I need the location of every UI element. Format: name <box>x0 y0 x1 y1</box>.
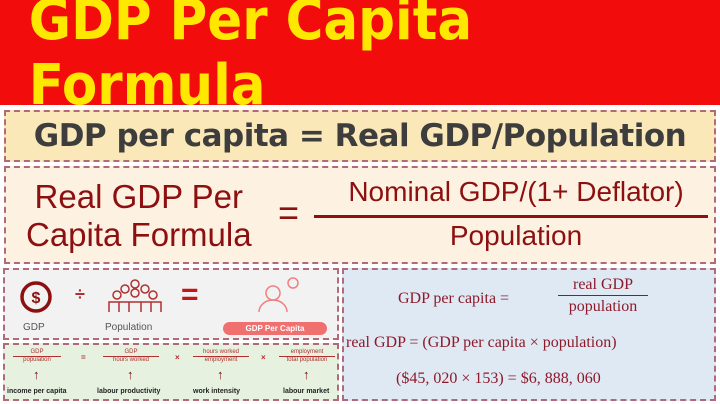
fraction-labour-market: employment total population <box>279 349 335 363</box>
gdp-label: GDP <box>23 322 45 333</box>
fraction-income: GDP population <box>13 349 61 363</box>
arrow-up-icon: ↑ <box>303 367 310 382</box>
op-equals: = <box>81 353 86 362</box>
op-times: × <box>261 353 266 362</box>
basic-formula-box: GDP per capita = Real GDP/Population <box>4 110 716 162</box>
real-formula-box: Real GDP Per Capita Formula = Nominal GDP… <box>4 166 716 264</box>
numerator: Nominal GDP/(1+ Deflator) <box>348 176 684 207</box>
divide-sign: ÷ <box>75 284 85 304</box>
gdp-per-capita-pill: GDP Per Capita <box>223 322 327 335</box>
example-calculation: ($45, 020 × 153) = $6, 888, 060 <box>396 370 601 387</box>
title-banner: GDP Per Capita Formula <box>0 0 720 118</box>
label-work-intensity: work intensity <box>193 388 241 395</box>
example-box: GDP per capita = real GDP population rea… <box>342 268 716 401</box>
example-real-gdp: real GDP = (GDP per capita × population) <box>346 334 617 351</box>
equals-sign: = <box>181 278 199 311</box>
denominator: Population <box>449 220 583 251</box>
person-coin-icon <box>258 277 299 313</box>
population-label: Population <box>105 322 153 333</box>
dollar-coin-icon: $ <box>20 281 52 313</box>
fraction-productivity: GDP hours worked <box>103 349 159 363</box>
arrow-up-icon: ↑ <box>33 367 40 382</box>
fraction-intensity: hours worked employment <box>193 349 249 363</box>
icon-formula-box: $ GDP ÷ Population = GDP Per Capita <box>3 268 339 340</box>
example-lhs: GDP per capita = <box>398 290 510 307</box>
arrow-up-icon: ↑ <box>127 367 134 382</box>
population-crowd-icon <box>108 279 162 312</box>
label-income-per-capita: income per capita <box>7 388 67 395</box>
fraction-bar <box>314 215 708 218</box>
lhs-line2: Capita Formula <box>26 216 252 253</box>
decomposition-box: GDP population = GDP hours worked × hours … <box>3 343 339 401</box>
basic-formula: GDP per capita = Real GDP/Population <box>33 118 687 154</box>
svg-text:$: $ <box>32 290 41 307</box>
label-labour-market: labour market <box>283 388 330 395</box>
label-labour-productivity: labour productivity <box>97 388 161 395</box>
example-numerator: real GDP <box>558 276 648 296</box>
lhs-line1: Real GDP Per <box>34 178 244 215</box>
page-title: GDP Per Capita Formula <box>28 0 473 118</box>
real-formula-lhs: Real GDP Per Capita Formula <box>26 178 252 254</box>
arrow-up-icon: ↑ <box>217 367 224 382</box>
equals-sign: = <box>278 192 300 233</box>
op-times: × <box>175 353 180 362</box>
example-denominator: population <box>568 298 638 315</box>
